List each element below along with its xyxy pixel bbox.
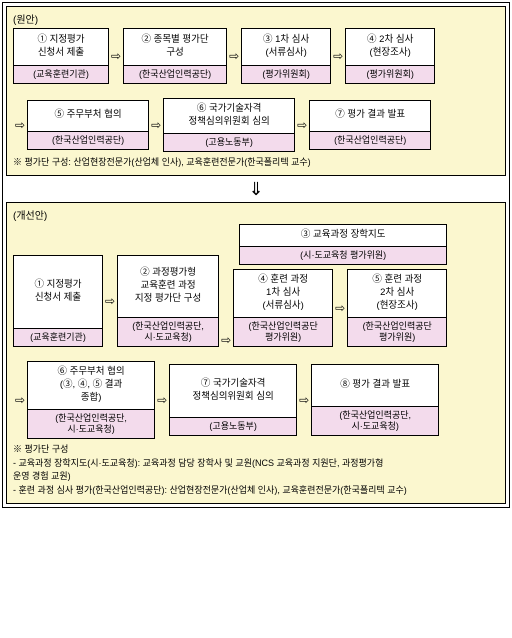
orig-step-5-title: ⑤ 주무부처 협의 [28,101,148,131]
imp-step-8: ⑧ 평가 결과 발표(한국산업인력공단, 시·도교육청) [311,364,439,436]
orig-step-3-title: ③ 1차 심사 (서류심사) [242,29,330,65]
orig-step-7-title: ⑦ 평가 결과 발표 [310,101,430,131]
arrow-icon: ⇨ [155,393,169,407]
arrow-icon: ⇨ [297,393,311,407]
down-arrow-icon: ⇓ [3,179,509,199]
imp-step-7-title: ⑦ 국가기술자격 정책심의위원회 심의 [170,365,296,417]
orig-step-5: ⑤ 주무부처 협의(한국산업인력공단) [27,100,149,150]
imp-step-2: ② 과정평가형 교육훈련 과정 지정 평가단 구성(한국산업인력공단, 시·도교… [117,255,219,347]
imp-step-7: ⑦ 국가기술자격 정책심의위원회 심의(고용노동부) [169,364,297,436]
imp-step-5-title: ⑤ 훈련 과정 2차 심사 (현장조사) [348,270,446,316]
improved-note: ※ 평가단 구성 - 교육과정 장학지도(시·도교육청): 교육과정 담당 장학… [13,443,499,497]
orig-step-2-title: ② 종목별 평가단 구성 [124,29,226,65]
arrow-icon: ⇨ [103,294,117,308]
orig-step-1: ① 지정평가 신청서 제출(교육훈련기관) [13,28,109,84]
orig-step-4-org: (평가위원회) [346,65,434,83]
orig-step-5-org: (한국산업인력공단) [28,131,148,149]
imp-step-1: ① 지정평가 신청서 제출(교육훈련기관) [13,255,103,347]
orig-step-6-title: ⑥ 국가기술자격 정책심의위원회 심의 [164,99,294,133]
orig-step-4-title: ④ 2차 심사 (현장조사) [346,29,434,65]
imp-step-1-org: (교육훈련기관) [14,328,102,346]
imp-step-5-org: (한국산업인력공단 평가위원) [348,317,446,347]
arrow-icon: ⇨ [109,49,123,63]
imp-step-8-title: ⑧ 평가 결과 발표 [312,365,438,406]
imp-step-4: ④ 훈련 과정 1차 심사 (서류심사)(한국산업인력공단 평가위원) [233,269,333,347]
orig-step-2-org: (한국산업인력공단) [124,65,226,83]
orig-step-3-org: (평가위원회) [242,65,330,83]
original-note: ※ 평가단 구성: 산업현장전문가(산업체 인사), 교육훈련전문가(한국폴리텍… [13,156,499,170]
panel-original: (원안) ① 지정평가 신청서 제출(교육훈련기관)⇨② 종목별 평가단 구성(… [6,6,506,176]
imp-step-6: ⑥ 주무부처 협의 (③, ④, ⑤ 결과 종합)(한국산업인력공단, 시·도교… [27,361,155,439]
imp-step-7-org: (고용노동부) [170,417,296,435]
arrow-icon: ⇨ [149,118,163,132]
orig-step-2: ② 종목별 평가단 구성(한국산업인력공단) [123,28,227,84]
panel-improved: (개선안) ① 지정평가 신청서 제출(교육훈련기관)⇨② 과정평가형 교육훈련… [6,202,506,504]
outer-frame: (원안) ① 지정평가 신청서 제출(교육훈련기관)⇨② 종목별 평가단 구성(… [2,2,510,508]
panel-improved-label: (개선안) [13,207,499,222]
orig-step-3: ③ 1차 심사 (서류심사)(평가위원회) [241,28,331,84]
improved-row-1: ① 지정평가 신청서 제출(교육훈련기관)⇨② 과정평가형 교육훈련 과정 지정… [13,224,499,347]
original-row-2: ⇨ ⑤ 주무부처 협의(한국산업인력공단)⇨⑥ 국가기술자격 정책심의위원회 심… [13,98,499,152]
orig-step-6-org: (고용노동부) [164,133,294,151]
arrow-icon: ⇨ [295,118,309,132]
imp-step-6-org: (한국산업인력공단, 시·도교육청) [28,409,154,439]
imp-step-6-title: ⑥ 주무부처 협의 (③, ④, ⑤ 결과 종합) [28,362,154,408]
imp-step-1-title: ① 지정평가 신청서 제출 [14,256,102,328]
imp-step-2-title: ② 과정평가형 교육훈련 과정 지정 평가단 구성 [118,256,218,317]
imp-step-3-org: (시·도교육청 평가위원) [240,246,446,264]
original-row-1: ① 지정평가 신청서 제출(교육훈련기관)⇨② 종목별 평가단 구성(한국산업인… [13,28,499,84]
imp-step-4-org: (한국산업인력공단 평가위원) [234,317,332,347]
orig-step-7-org: (한국산업인력공단) [310,131,430,149]
arrow-icon: ⇨ [333,301,347,315]
imp-step-3: ③ 교육과정 장학지도(시·도교육청 평가위원) [239,224,447,265]
orig-step-1-title: ① 지정평가 신청서 제출 [14,29,108,65]
orig-step-1-org: (교육훈련기관) [14,65,108,83]
imp-step-5: ⑤ 훈련 과정 2차 심사 (현장조사)(한국산업인력공단 평가위원) [347,269,447,347]
imp-step-2-org: (한국산업인력공단, 시·도교육청) [118,317,218,347]
orig-step-6: ⑥ 국가기술자격 정책심의위원회 심의(고용노동부) [163,98,295,152]
arrow-icon: ⇨ [13,118,27,132]
arrow-icon: ⇨ [331,49,345,63]
orig-step-4: ④ 2차 심사 (현장조사)(평가위원회) [345,28,435,84]
improved-row-2: ⇨ ⑥ 주무부처 협의 (③, ④, ⑤ 결과 종합)(한국산업인력공단, 시·… [13,361,499,439]
arrow-icon: ⇨ [13,393,27,407]
orig-step-7: ⑦ 평가 결과 발표(한국산업인력공단) [309,100,431,150]
imp-step-3-title: ③ 교육과정 장학지도 [240,225,446,246]
imp-step-8-org: (한국산업인력공단, 시·도교육청) [312,406,438,436]
arrow-icon: ⇨ [227,49,241,63]
imp-step-4-title: ④ 훈련 과정 1차 심사 (서류심사) [234,270,332,316]
panel-original-label: (원안) [13,11,499,26]
arrow-icon: ⇨ [219,333,233,347]
